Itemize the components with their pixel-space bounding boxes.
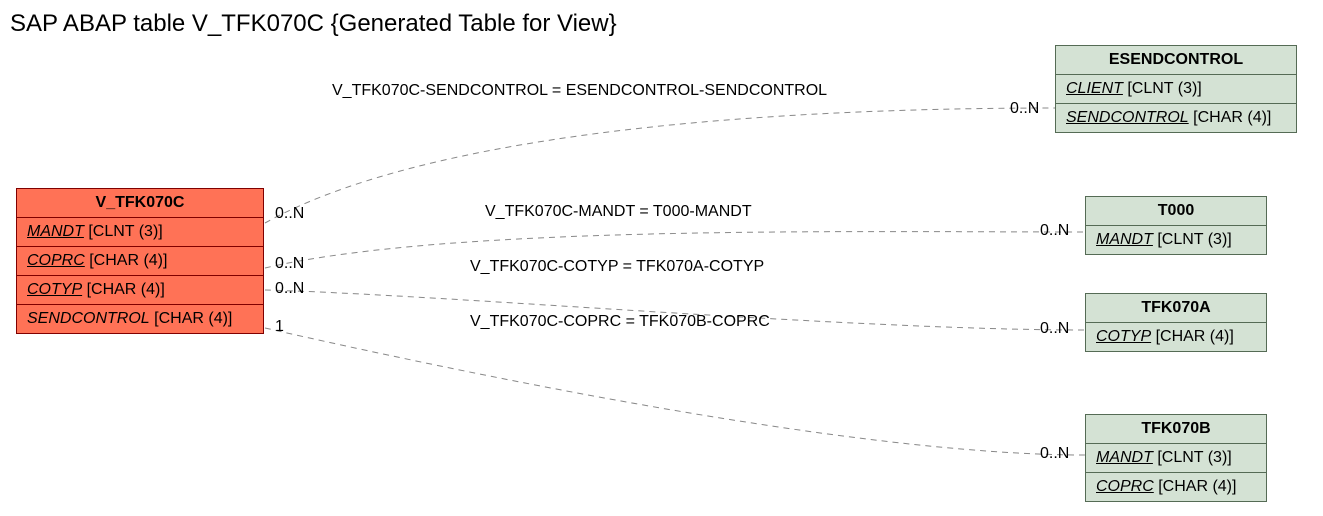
entity-field: COPRC [CHAR (4)] [1086, 473, 1266, 501]
entity-ref-header: T000 [1086, 197, 1266, 226]
entity-field: MANDT [CLNT (3)] [1086, 226, 1266, 254]
entity-ref: T000MANDT [CLNT (3)] [1085, 196, 1267, 255]
field-type: [CHAR (4)] [85, 252, 168, 269]
field-type: [CLNT (3)] [1153, 449, 1232, 466]
cardinality-left: 1 [275, 318, 284, 336]
field-name: COTYP [1096, 328, 1151, 345]
entity-field: MANDT [CLNT (3)] [17, 218, 263, 247]
entity-ref-header: TFK070B [1086, 415, 1266, 444]
entity-ref: ESENDCONTROLCLIENT [CLNT (3)]SENDCONTROL… [1055, 45, 1297, 133]
relationship-label: V_TFK070C-COTYP = TFK070A-COTYP [470, 258, 764, 276]
cardinality-right: 0..N [1010, 100, 1039, 118]
field-name: SENDCONTROL [27, 310, 150, 327]
field-name: MANDT [1096, 231, 1153, 248]
entity-ref: TFK070BMANDT [CLNT (3)]COPRC [CHAR (4)] [1085, 414, 1267, 502]
cardinality-right: 0..N [1040, 320, 1069, 338]
entity-main-header: V_TFK070C [17, 189, 263, 218]
page-title: SAP ABAP table V_TFK070C {Generated Tabl… [10, 10, 617, 38]
entity-ref-header: ESENDCONTROL [1056, 46, 1296, 75]
diagram-canvas: SAP ABAP table V_TFK070C {Generated Tabl… [0, 0, 1323, 516]
relationship-edge [265, 328, 1085, 455]
field-name: COTYP [27, 281, 82, 298]
cardinality-right: 0..N [1040, 222, 1069, 240]
entity-field: COTYP [CHAR (4)] [1086, 323, 1266, 351]
field-type: [CLNT (3)] [1123, 80, 1202, 97]
field-type: [CLNT (3)] [1153, 231, 1232, 248]
field-type: [CHAR (4)] [1189, 109, 1272, 126]
field-type: [CHAR (4)] [1154, 478, 1237, 495]
field-name: COPRC [1096, 478, 1154, 495]
entity-main: V_TFK070C MANDT [CLNT (3)]COPRC [CHAR (4… [16, 188, 264, 334]
field-name: CLIENT [1066, 80, 1123, 97]
field-name: SENDCONTROL [1066, 109, 1189, 126]
cardinality-left: 0..N [275, 280, 304, 298]
entity-ref-header: TFK070A [1086, 294, 1266, 323]
relationship-label: V_TFK070C-COPRC = TFK070B-COPRC [470, 313, 770, 331]
relationship-label: V_TFK070C-MANDT = T000-MANDT [485, 203, 752, 221]
entity-field: CLIENT [CLNT (3)] [1056, 75, 1296, 104]
entity-ref: TFK070ACOTYP [CHAR (4)] [1085, 293, 1267, 352]
cardinality-right: 0..N [1040, 445, 1069, 463]
entity-field: COTYP [CHAR (4)] [17, 276, 263, 305]
field-type: [CHAR (4)] [82, 281, 165, 298]
entity-field: SENDCONTROL [CHAR (4)] [1056, 104, 1296, 132]
entity-field: MANDT [CLNT (3)] [1086, 444, 1266, 473]
relationship-label: V_TFK070C-SENDCONTROL = ESENDCONTROL-SEN… [332, 82, 827, 100]
field-type: [CHAR (4)] [1151, 328, 1234, 345]
field-type: [CHAR (4)] [150, 310, 233, 327]
cardinality-left: 0..N [275, 205, 304, 223]
entity-field: COPRC [CHAR (4)] [17, 247, 263, 276]
field-name: MANDT [1096, 449, 1153, 466]
field-name: MANDT [27, 223, 84, 240]
entity-field: SENDCONTROL [CHAR (4)] [17, 305, 263, 333]
field-type: [CLNT (3)] [84, 223, 163, 240]
field-name: COPRC [27, 252, 85, 269]
cardinality-left: 0..N [275, 255, 304, 273]
